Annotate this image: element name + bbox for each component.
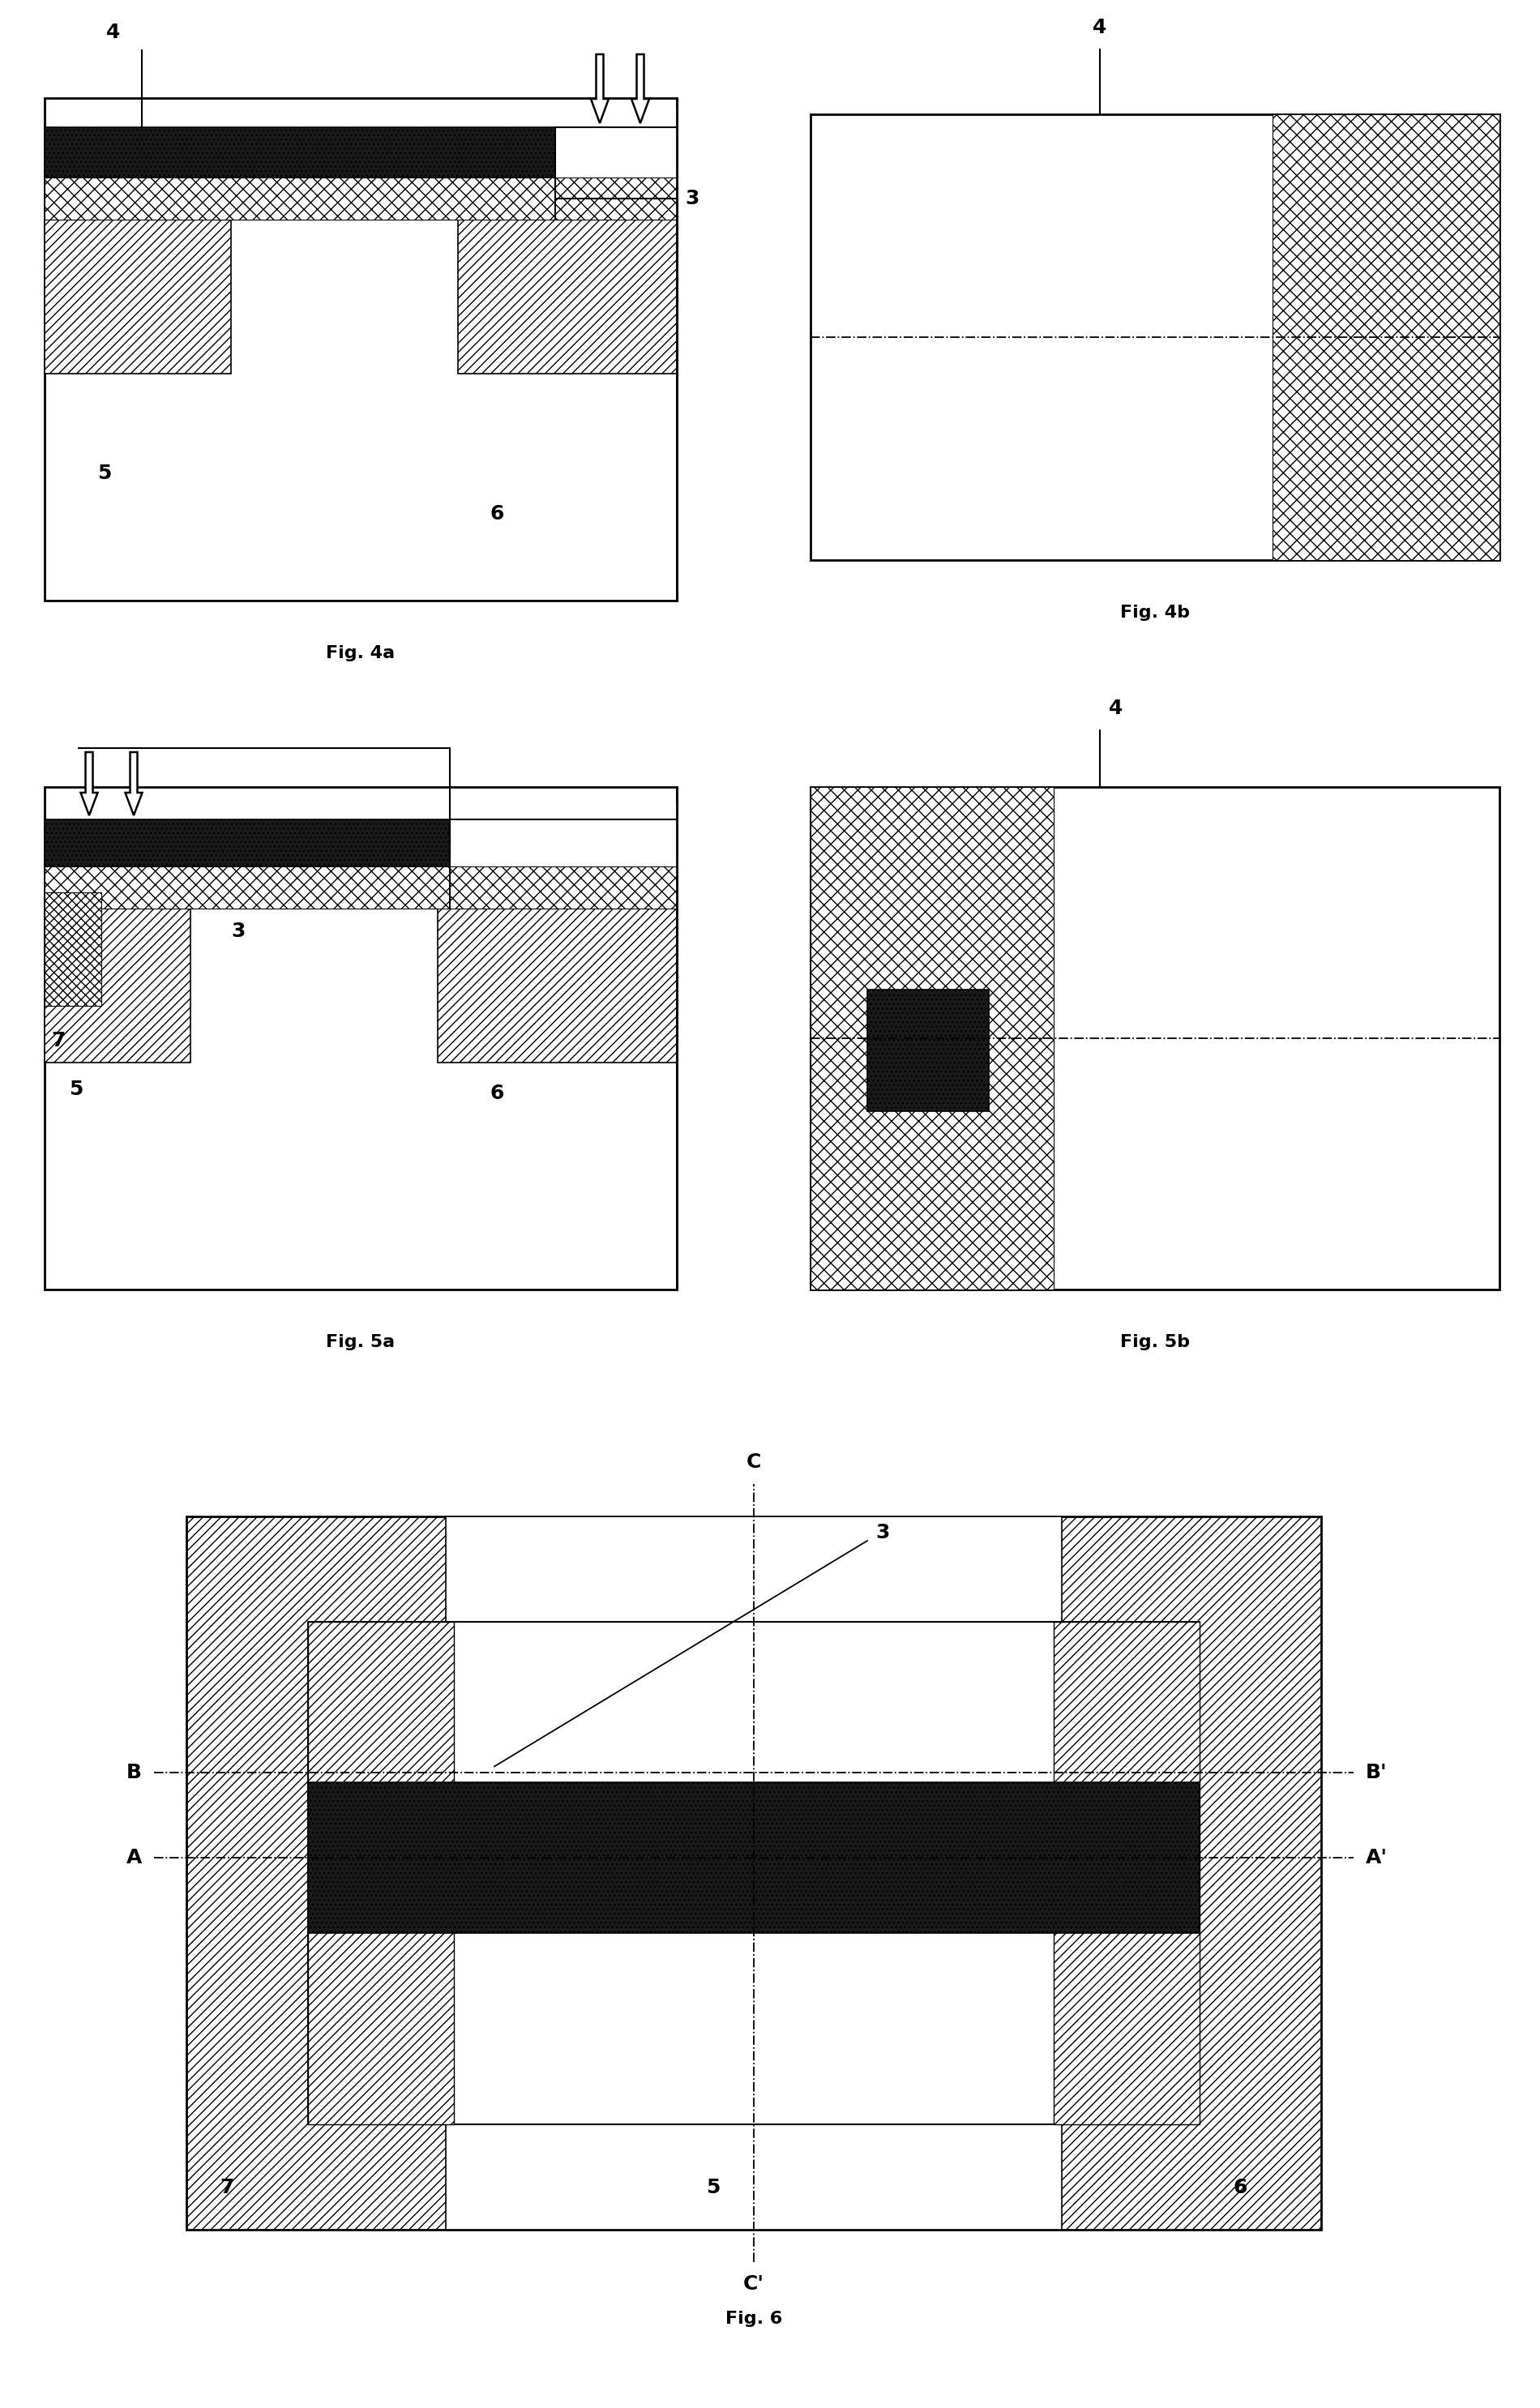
Bar <box>45 787 676 1291</box>
Text: Fig. 6: Fig. 6 <box>725 2312 782 2326</box>
Text: 3: 3 <box>875 1522 890 1544</box>
Bar <box>445 1517 1061 2230</box>
Text: 5: 5 <box>69 1079 83 1098</box>
Text: 4: 4 <box>1093 17 1107 36</box>
Bar <box>1272 113 1500 561</box>
Bar <box>45 819 450 867</box>
Bar <box>1053 1623 1200 2124</box>
Bar <box>810 787 1053 1291</box>
Bar <box>437 893 676 1062</box>
Bar <box>45 99 676 600</box>
Text: Fig. 4a: Fig. 4a <box>326 645 396 662</box>
Bar <box>186 1517 1321 2230</box>
Bar <box>810 787 1500 1291</box>
Polygon shape <box>631 55 650 123</box>
Bar <box>45 893 102 1007</box>
Bar <box>45 202 231 373</box>
Text: 7: 7 <box>51 1031 65 1050</box>
Text: Fig. 4b: Fig. 4b <box>1120 604 1190 621</box>
Text: C': C' <box>744 2273 764 2295</box>
Text: A': A' <box>1366 1849 1388 1869</box>
Bar <box>45 893 191 1062</box>
Text: B: B <box>126 1763 142 1782</box>
Bar <box>457 202 676 373</box>
Text: 4: 4 <box>106 22 120 43</box>
Text: Fig. 5b: Fig. 5b <box>1120 1334 1190 1351</box>
Bar <box>45 867 676 908</box>
Text: 5: 5 <box>97 465 111 484</box>
Bar <box>308 1623 454 2124</box>
Polygon shape <box>125 751 142 816</box>
Text: A: A <box>126 1849 142 1869</box>
Bar <box>810 113 1500 561</box>
Text: 3: 3 <box>685 188 699 209</box>
Text: B': B' <box>1366 1763 1388 1782</box>
Bar <box>308 1623 1200 2124</box>
Text: Fig. 5a: Fig. 5a <box>326 1334 396 1351</box>
Text: 7: 7 <box>220 2177 234 2196</box>
Text: 3: 3 <box>231 922 245 942</box>
Text: 6: 6 <box>490 503 505 523</box>
Bar <box>556 106 676 178</box>
Bar <box>450 804 676 867</box>
Bar <box>867 990 989 1110</box>
Text: 6: 6 <box>1234 2177 1247 2196</box>
Bar <box>45 178 676 219</box>
Text: 4: 4 <box>1109 698 1123 718</box>
Polygon shape <box>591 55 608 123</box>
Text: 6: 6 <box>490 1084 505 1103</box>
Bar <box>45 128 556 178</box>
Bar <box>308 1782 1200 1934</box>
Polygon shape <box>80 751 97 816</box>
Text: 5: 5 <box>707 2177 721 2196</box>
Text: C: C <box>747 1452 761 1471</box>
